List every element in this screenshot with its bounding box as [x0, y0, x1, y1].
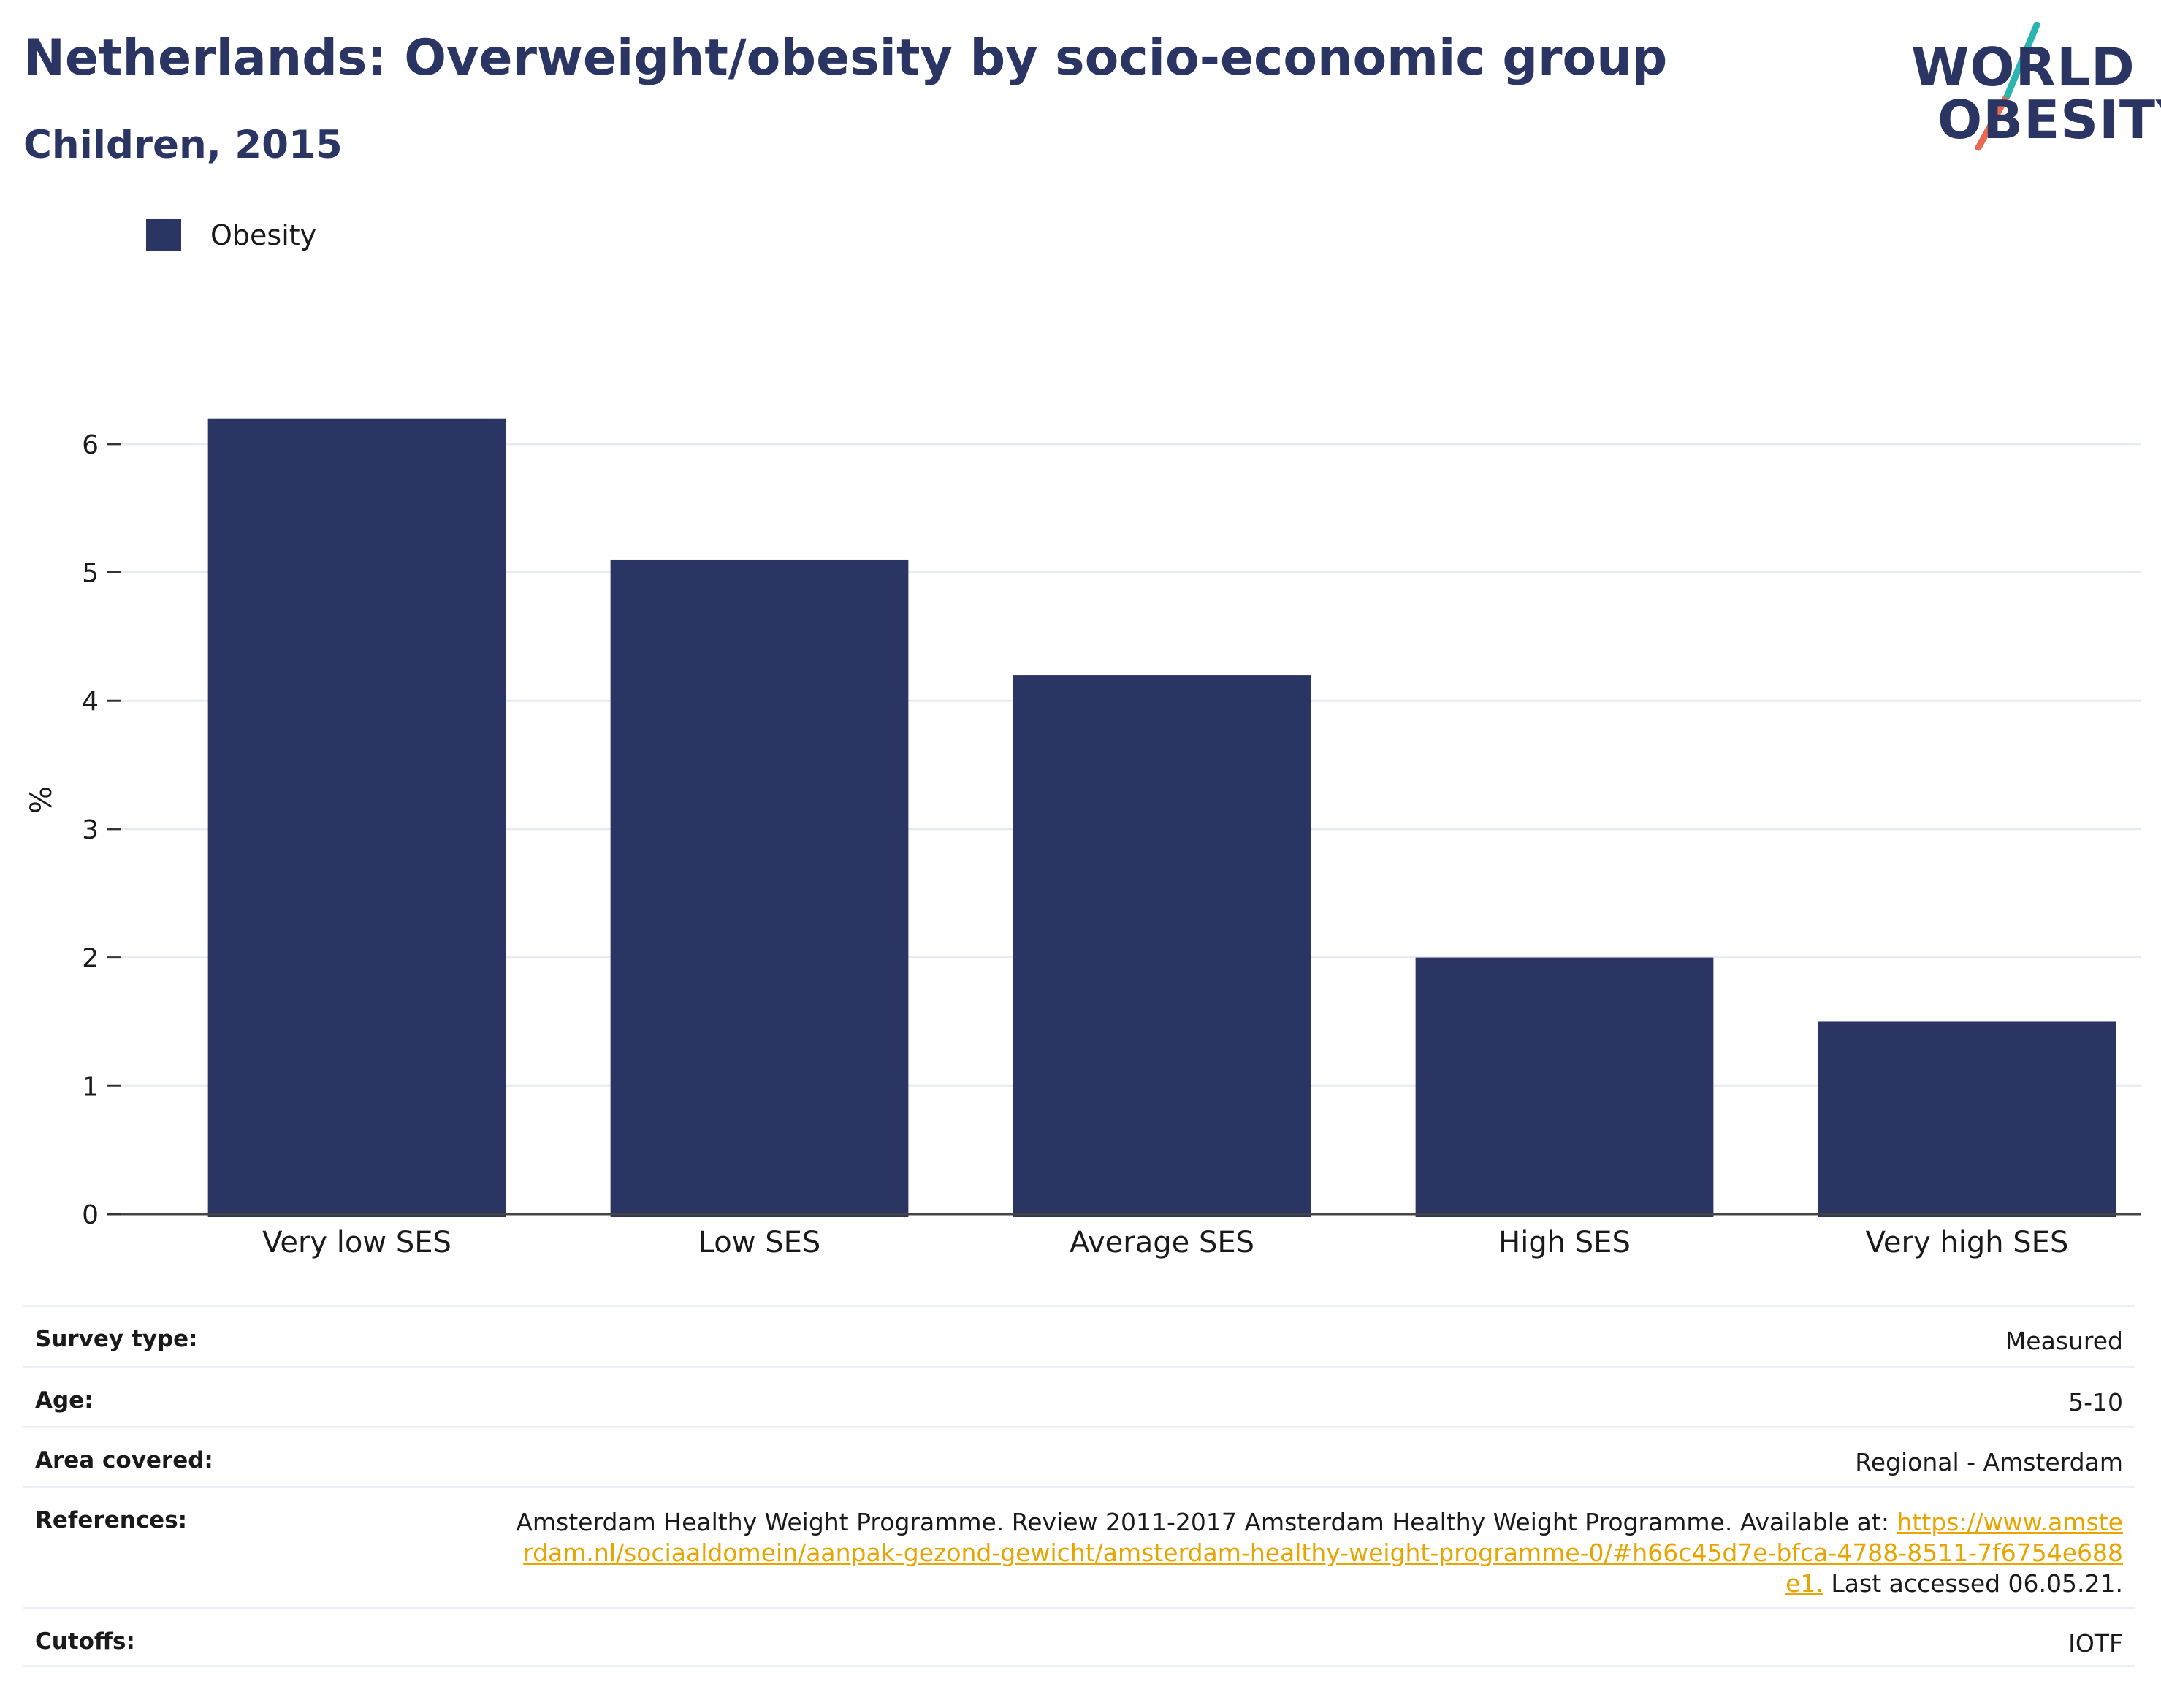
- x-tick-label: Low SES: [698, 1226, 821, 1259]
- world-obesity-logo: WORLDOBESITY: [1899, 22, 2161, 153]
- reference-text: Amsterdam Healthy Weight Programme. Revi…: [516, 1508, 1889, 1536]
- info-row-area-covered: Area covered: Regional - Amsterdam: [23, 1426, 2135, 1486]
- reference-link[interactable]: https://www.amsterdam.nl/sociaaldomein/a…: [523, 1508, 2123, 1598]
- y-tick-label: 2: [82, 944, 99, 974]
- legend-label-obesity: Obesity: [210, 219, 317, 251]
- bar: [1013, 675, 1311, 1217]
- info-value: Regional - Amsterdam: [1855, 1448, 2123, 1476]
- reference-accessed-text: Last accessed 06.05.21.: [1831, 1569, 2123, 1598]
- x-tick-label: Average SES: [1070, 1226, 1254, 1259]
- info-label: References:: [35, 1507, 188, 1533]
- info-row-references: References: Amsterdam Healthy Weight Pro…: [23, 1486, 2135, 1607]
- bar: [1818, 1021, 2116, 1217]
- y-axis-label: %: [25, 786, 58, 814]
- x-tick-label: High SES: [1498, 1226, 1631, 1259]
- info-label: Age:: [35, 1387, 94, 1414]
- y-tick-label: 3: [82, 815, 99, 845]
- logo-text-world: WORLD: [1911, 37, 2135, 98]
- info-table: Survey type: Measured Age: 5-10 Area cov…: [23, 1305, 2135, 1667]
- chart-title: Netherlands: Overweight/obesity by socio…: [23, 29, 1668, 87]
- info-value: Measured: [2005, 1327, 2123, 1355]
- info-row-survey-type: Survey type: Measured: [23, 1305, 2135, 1366]
- x-tick-label: Very high SES: [1866, 1226, 2069, 1259]
- bar: [207, 418, 506, 1217]
- info-row-cutoffs: Cutoffs: IOTF: [23, 1607, 2135, 1667]
- references-value: Amsterdam Healthy Weight Programme. Revi…: [516, 1507, 2123, 1599]
- logo-slash-icon: [1975, 22, 2040, 151]
- bar: [610, 559, 909, 1217]
- x-tick-label: Very low SES: [262, 1226, 451, 1259]
- y-tick-label: 0: [82, 1200, 99, 1230]
- info-label: Area covered:: [35, 1447, 213, 1473]
- info-row-age: Age: 5-10: [23, 1366, 2135, 1426]
- logo-text-obesity: OBESITY: [1937, 89, 2161, 150]
- info-label: Cutoffs:: [35, 1628, 135, 1655]
- y-tick-label: 6: [82, 430, 99, 460]
- bar: [1415, 957, 1714, 1217]
- info-value: IOTF: [2068, 1629, 2123, 1658]
- info-value: 5-10: [2068, 1388, 2123, 1417]
- y-tick-label: 5: [82, 559, 99, 589]
- legend-swatch-obesity: [146, 219, 181, 251]
- bar-chart: 0 1 2 3 4 5 6% Very low SES Low SES Average SES Hi…: [25, 418, 2141, 1259]
- y-tick-label: 1: [82, 1072, 99, 1102]
- y-tick-label: 4: [82, 687, 99, 717]
- chart-subtitle: Children, 2015: [23, 123, 343, 167]
- info-label: Survey type:: [35, 1326, 198, 1352]
